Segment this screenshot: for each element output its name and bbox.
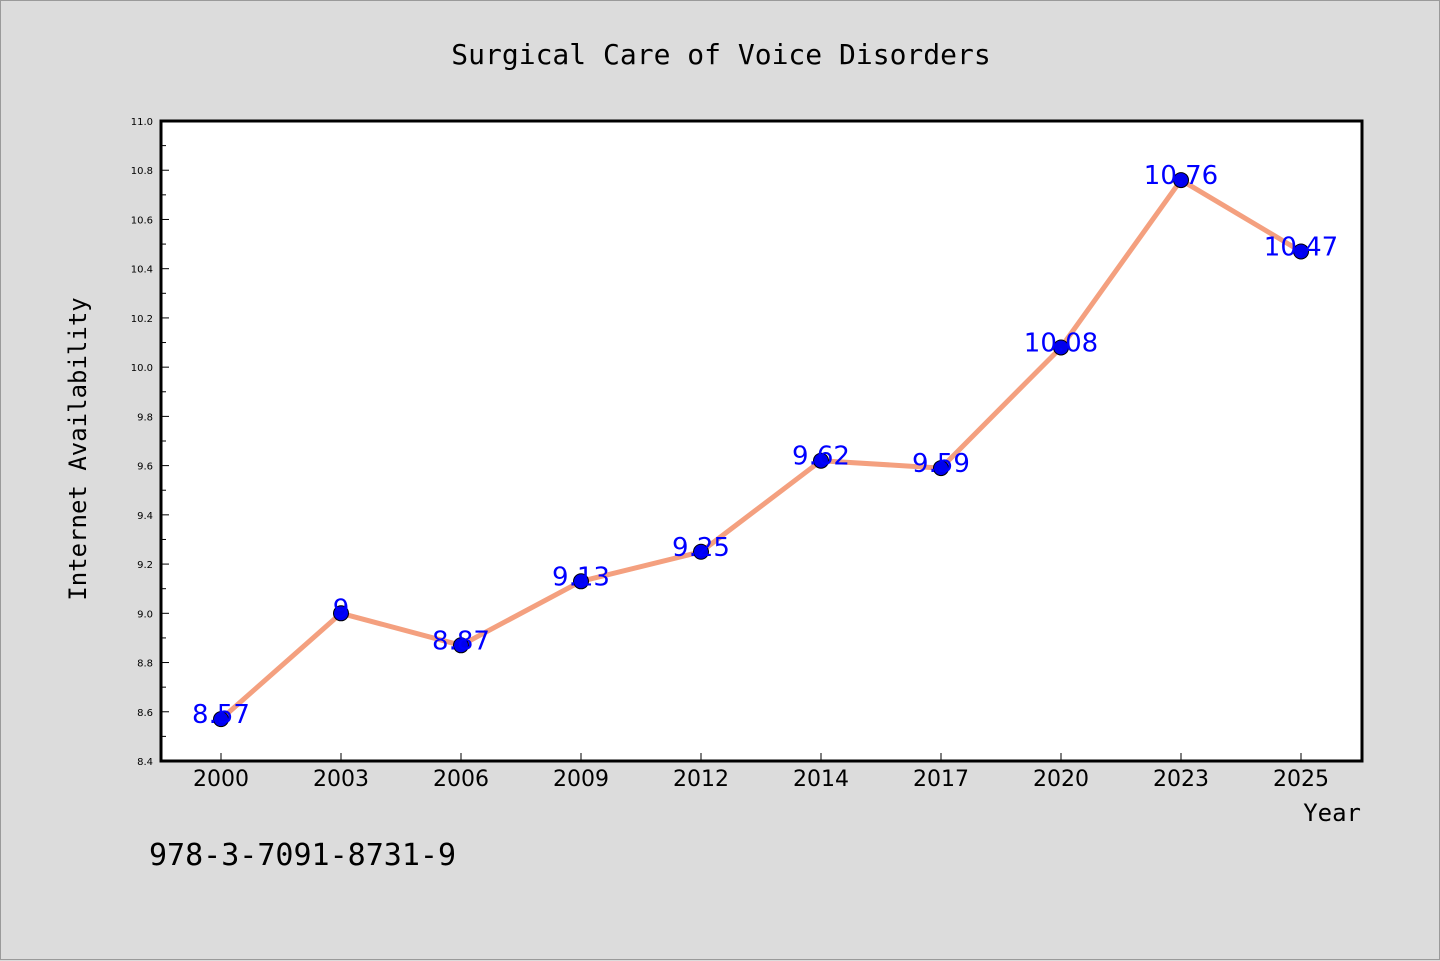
y-tick-label: 8.8 xyxy=(137,659,153,670)
x-tick-label: 2017 xyxy=(913,767,969,792)
data-point xyxy=(1173,172,1189,189)
data-labels: 8.57 9 8.87 9.13 9.25 9.62 9.59 10.08 10.76 10.47 xyxy=(192,161,1338,730)
x-tick-label: 2006 xyxy=(433,767,489,792)
y-tick-label: 10.8 xyxy=(131,166,153,177)
y-tick-label: 11.0 xyxy=(131,117,153,128)
y-tick-label: 9.8 xyxy=(137,412,153,423)
series-layer xyxy=(213,172,1309,728)
x-tick-label: 2020 xyxy=(1033,767,1089,792)
plot-area xyxy=(159,119,1364,763)
x-tick-label: 2012 xyxy=(673,767,729,792)
y-tick-label: 10.4 xyxy=(131,265,153,276)
data-label: 9.13 xyxy=(552,562,610,592)
data-point xyxy=(453,637,469,654)
data-label: 8.87 xyxy=(432,626,490,656)
x-tick-label: 2025 xyxy=(1273,767,1329,792)
data-label: 10.47 xyxy=(1264,232,1338,262)
x-tick-label: 2003 xyxy=(313,767,369,792)
data-point xyxy=(1053,339,1069,356)
chart-title: Surgical Care of Voice Disorders xyxy=(451,38,990,71)
x-tick-label: 2009 xyxy=(553,767,609,792)
y-tick-label: 9.2 xyxy=(137,560,153,571)
y-tick-label: 8.6 xyxy=(137,708,153,719)
y-tick-label: 9.4 xyxy=(137,511,153,522)
data-point xyxy=(1293,243,1309,260)
isbn-text: 978-3-7091-8731-9 xyxy=(149,838,456,873)
x-tick-label: 2000 xyxy=(193,767,249,792)
data-label: 10.08 xyxy=(1024,328,1098,358)
series-line xyxy=(218,177,1304,722)
data-point xyxy=(693,543,709,560)
y-tick-label: 10.2 xyxy=(131,314,153,325)
data-point xyxy=(213,711,229,728)
y-axis-label: Internet Availability xyxy=(64,297,92,600)
x-axis-label: Year xyxy=(1303,799,1361,827)
x-tick-label: 2014 xyxy=(793,767,849,792)
y-tick-label: 10.0 xyxy=(131,363,153,374)
data-point xyxy=(573,573,589,590)
data-point xyxy=(813,452,829,469)
data-label: 9.59 xyxy=(912,449,970,479)
data-label: 9.62 xyxy=(792,442,850,472)
y-tick-label: 9.0 xyxy=(137,609,153,620)
data-point xyxy=(333,605,349,622)
data-label: 9.25 xyxy=(672,533,730,563)
data-label: 9 xyxy=(333,594,350,624)
y-tick-label: 8.4 xyxy=(137,757,153,768)
y-tick-label: 10.6 xyxy=(131,215,153,226)
x-axis-ticks: 2000 2003 2006 2009 2012 2014 2017 2020 2023 2025 xyxy=(193,753,1329,792)
data-label: 8.57 xyxy=(192,700,250,730)
y-axis-ticks: 8.4 8.6 8.8 9.0 9.2 9.4 9.6 9.8 10.0 10.2 10.4 10.6… xyxy=(131,117,169,768)
y-tick-label: 9.6 xyxy=(137,462,153,473)
x-tick-label: 2023 xyxy=(1153,767,1209,792)
data-point xyxy=(933,460,949,477)
data-label: 10.76 xyxy=(1144,161,1218,191)
